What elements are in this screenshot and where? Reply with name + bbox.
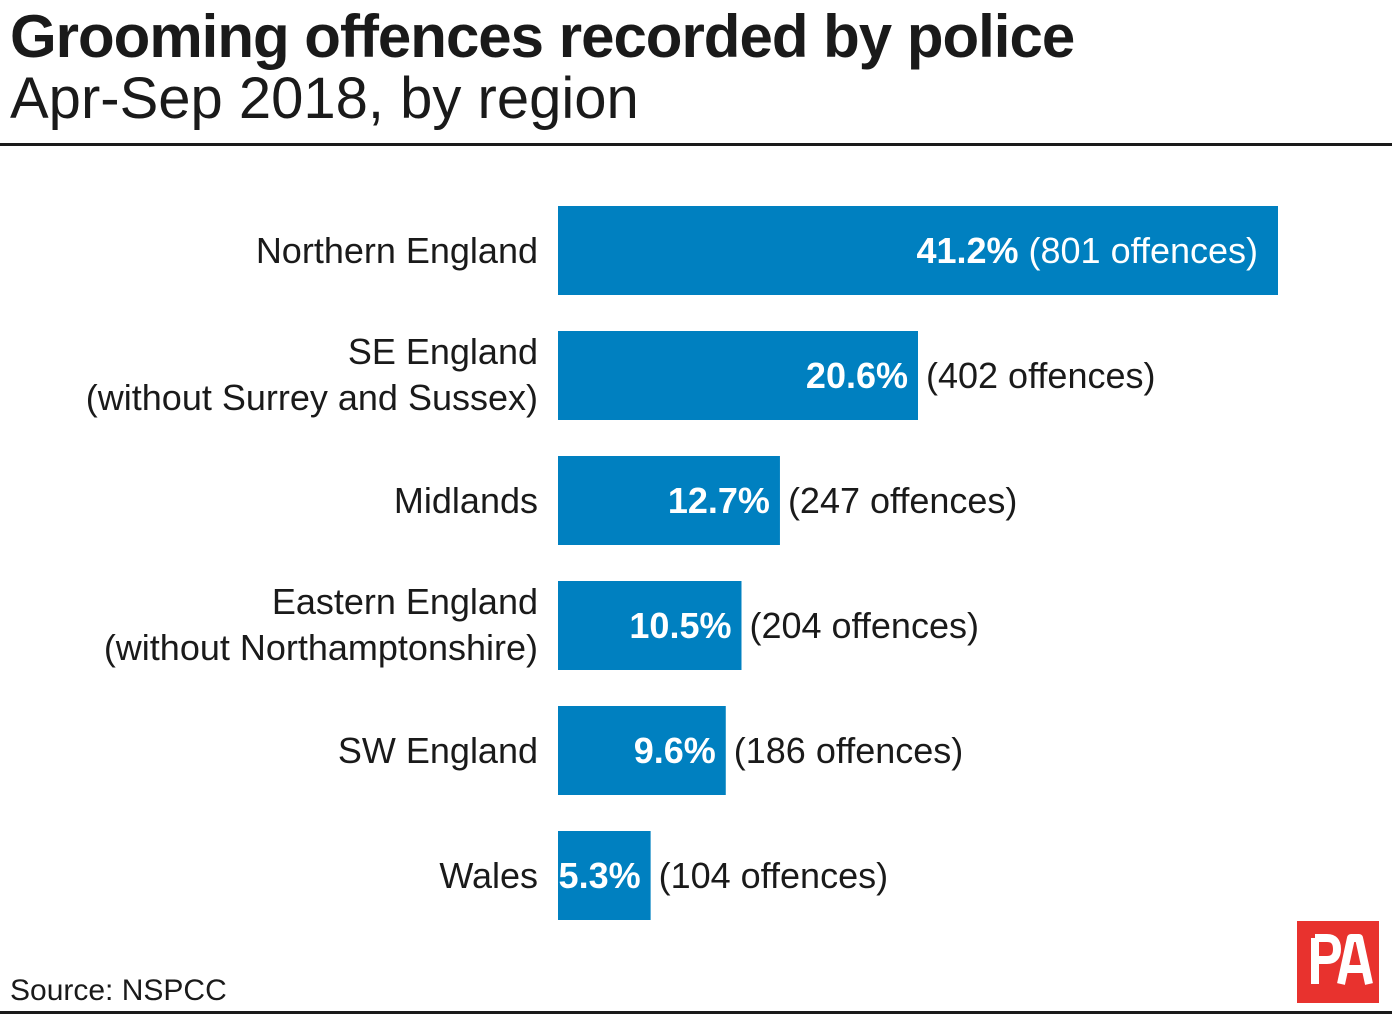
count-label: (402 offences) bbox=[926, 355, 1155, 396]
pa-logo-letter-p bbox=[1311, 934, 1341, 984]
category-label: Midlands bbox=[394, 480, 538, 521]
category-label: Wales bbox=[439, 855, 538, 896]
pa-logo bbox=[1297, 921, 1379, 1003]
bar bbox=[558, 831, 651, 920]
value-label: 20.6% bbox=[806, 355, 908, 396]
count-label: (204 offences) bbox=[749, 605, 978, 646]
footer-divider bbox=[0, 1011, 1392, 1014]
bar bbox=[558, 581, 742, 670]
category-label: Eastern England bbox=[272, 581, 538, 622]
chart-subtitle: Apr-Sep 2018, by region bbox=[10, 66, 639, 131]
value-label: 10.5% bbox=[629, 605, 731, 646]
count-label: (186 offences) bbox=[734, 730, 963, 771]
value-label: 9.6% bbox=[634, 730, 716, 771]
pa-logo-letter-a bbox=[1337, 934, 1373, 985]
bar bbox=[558, 706, 726, 795]
bar bbox=[558, 456, 780, 545]
category-label: SE England bbox=[348, 331, 538, 372]
category-label-note: (without Northamptonshire) bbox=[104, 627, 538, 668]
category-label: SW England bbox=[338, 730, 538, 771]
category-label-note: (without Surrey and Sussex) bbox=[86, 377, 538, 418]
bar bbox=[558, 331, 918, 420]
bar bbox=[558, 206, 1278, 295]
value-label: 12.7% bbox=[668, 480, 770, 521]
category-label: Northern England bbox=[256, 230, 538, 271]
value-label: 41.2% bbox=[916, 230, 1018, 271]
chart-title: Grooming offences recorded by police bbox=[10, 3, 1075, 70]
count-label: (247 offences) bbox=[788, 480, 1017, 521]
source-note: Source: NSPCC bbox=[10, 974, 227, 1007]
count-label: (801 offences) bbox=[1029, 230, 1258, 271]
header-divider bbox=[0, 143, 1392, 146]
value-label: 5.3% bbox=[559, 855, 641, 896]
count-label: (104 offences) bbox=[659, 855, 888, 896]
